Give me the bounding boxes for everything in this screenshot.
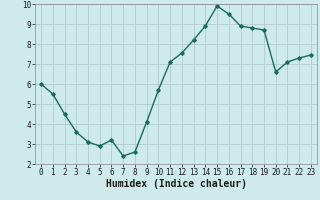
X-axis label: Humidex (Indice chaleur): Humidex (Indice chaleur)	[106, 179, 246, 189]
